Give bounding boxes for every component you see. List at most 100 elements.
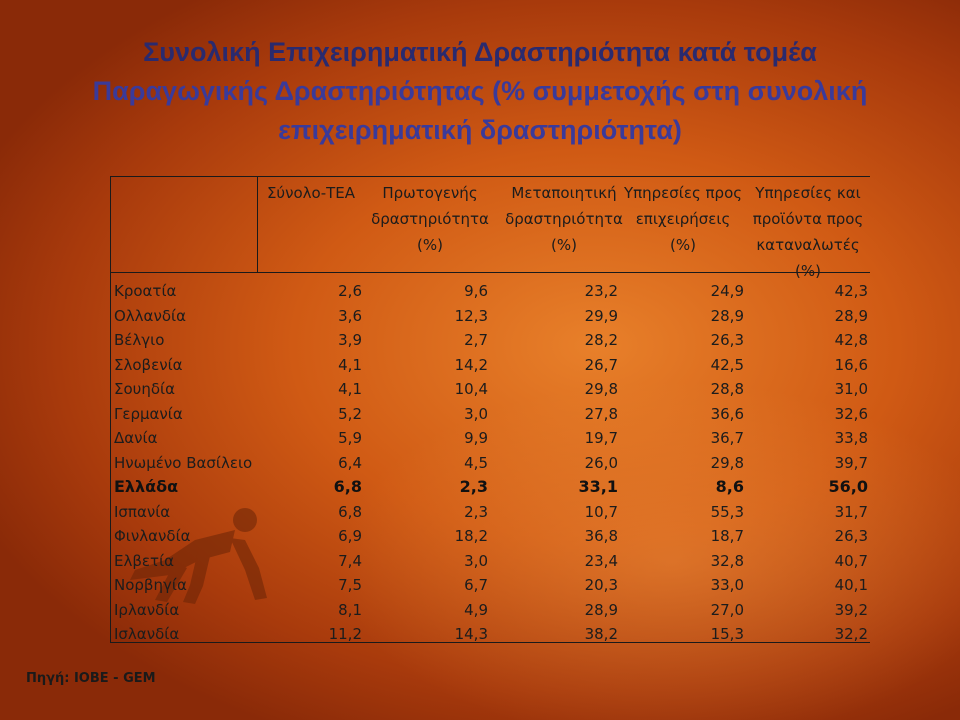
- row-value-cell: 6,4: [338, 453, 362, 472]
- row-value-cell: 55,3: [710, 502, 744, 521]
- row-value-cell: 23,2: [584, 282, 618, 300]
- column-header-consumer-services: Υπηρεσίες και προϊόντα προς καταναλωτές …: [752, 184, 864, 280]
- row-value-cell: 31,0: [834, 380, 868, 398]
- column-header-primary: Πρωτογενής δραστηριότητα (%): [371, 184, 489, 254]
- row-value-cell: 27,8: [584, 404, 618, 423]
- row-value-cell: 39,7: [834, 453, 868, 472]
- row-value-cell: 4,9: [464, 600, 488, 619]
- source-note: Πηγή: ΙΟΒΕ - GEM: [26, 671, 156, 686]
- table-header-divider: [257, 176, 258, 272]
- row-country-label: Νορβηγία: [114, 576, 187, 594]
- row-country-label: Κροατία: [114, 282, 177, 300]
- row-value-cell: 24,9: [710, 282, 744, 300]
- row-value-cell: 32,6: [834, 404, 868, 423]
- row-value-cell: 2,3: [464, 502, 488, 521]
- row-value-cell: 7,5: [338, 576, 362, 594]
- row-value-cell: 3,0: [464, 404, 488, 423]
- title-line-3: επιχειρηματική δραστηριότητα): [278, 115, 682, 145]
- row-country-label: Ολλανδία: [114, 306, 186, 325]
- table-row: Ιρλανδία 8,1 4,9 28,9 27,0 39,2: [110, 598, 870, 622]
- row-value-cell: 36,7: [710, 429, 744, 447]
- row-value-cell: 2,3: [459, 477, 488, 496]
- row-value-cell: 12,3: [454, 306, 488, 325]
- table-row: Ελλάδα 6,8 2,3 33,1 8,6 56,0: [110, 475, 870, 499]
- row-value-cell: 33,0: [710, 576, 744, 594]
- table-row: Ισλανδία 11,2 14,3 38,2 15,3 32,2: [110, 622, 870, 646]
- table-row: Ισπανία 6,8 2,3 10,7 55,3 31,7: [110, 500, 870, 524]
- row-value-cell: 39,2: [834, 600, 868, 619]
- column-header-manufacturing: Μεταποιητική δραστηριότητα (%): [505, 184, 623, 254]
- row-value-cell: 18,7: [710, 527, 744, 545]
- table-bottom-border: [110, 642, 870, 643]
- table-row: Σουηδία 4,1 10,4 29,8 28,8 31,0: [110, 377, 870, 401]
- row-value-cell: 9,9: [464, 429, 488, 447]
- row-value-cell: 10,4: [454, 380, 488, 398]
- row-value-cell: 14,2: [454, 355, 488, 374]
- row-value-cell: 23,4: [584, 551, 618, 570]
- table-row: Νορβηγία 7,5 6,7 20,3 33,0 40,1: [110, 573, 870, 597]
- row-value-cell: 42,8: [834, 331, 868, 349]
- row-value-cell: 31,7: [834, 502, 868, 521]
- sprinter-silhouette-image: [130, 508, 267, 604]
- row-value-cell: 40,7: [834, 551, 868, 570]
- row-value-cell: 33,8: [834, 429, 868, 447]
- row-country-label: Γερμανία: [114, 404, 183, 423]
- row-value-cell: 6,7: [464, 576, 488, 594]
- table-row: Γερμανία 5,2 3,0 27,8 36,6 32,6: [110, 402, 870, 426]
- table-row: Ελβετία 7,4 3,0 23,4 32,8 40,7: [110, 549, 870, 573]
- row-value-cell: 2,6: [338, 282, 362, 300]
- row-country-label: Ισπανία: [114, 502, 171, 521]
- row-value-cell: 8,6: [715, 477, 744, 496]
- row-value-cell: 27,0: [710, 600, 744, 619]
- row-country-label: Ιρλανδία: [114, 600, 180, 619]
- row-country-label: Φινλανδία: [114, 527, 191, 545]
- row-value-cell: 4,5: [464, 453, 488, 472]
- row-value-cell: 29,8: [584, 380, 618, 398]
- row-value-cell: 33,1: [578, 477, 618, 496]
- row-value-cell: 10,7: [584, 502, 618, 521]
- row-value-cell: 32,2: [834, 625, 868, 643]
- row-country-label: Ελλάδα: [114, 477, 179, 496]
- row-value-cell: 26,3: [710, 331, 744, 349]
- row-value-cell: 56,0: [828, 477, 868, 496]
- row-value-cell: 26,0: [584, 453, 618, 472]
- row-country-label: Δανία: [114, 429, 158, 447]
- row-value-cell: 36,8: [584, 527, 618, 545]
- row-country-label: Ισλανδία: [114, 625, 180, 643]
- row-value-cell: 28,2: [584, 331, 618, 349]
- row-value-cell: 16,6: [834, 355, 868, 374]
- row-value-cell: 5,2: [338, 404, 362, 423]
- row-value-cell: 28,9: [710, 306, 744, 325]
- row-value-cell: 20,3: [584, 576, 618, 594]
- slide-title: Συνολική Επιχειρηματική Δραστηριότητα κα…: [20, 33, 940, 150]
- row-value-cell: 28,9: [584, 600, 618, 619]
- row-value-cell: 5,9: [338, 429, 362, 447]
- row-value-cell: 9,6: [464, 282, 488, 300]
- table-header-border: [110, 272, 870, 273]
- title-line-2: Παραγωγικής Δραστηριότητας (% συμμετοχής…: [92, 76, 868, 106]
- row-country-label: Σουηδία: [114, 380, 175, 398]
- row-value-cell: 15,3: [710, 625, 744, 643]
- row-value-cell: 8,1: [338, 600, 362, 619]
- column-header-total-tea: Σύνολο-ΤΕΑ: [266, 184, 356, 202]
- row-value-cell: 11,2: [328, 625, 362, 643]
- table-row: Ηνωμένο Βασίλειο 6,4 4,5 26,0 29,8 39,7: [110, 451, 870, 475]
- row-value-cell: 4,1: [338, 380, 362, 398]
- row-value-cell: 29,9: [584, 306, 618, 325]
- row-value-cell: 28,9: [834, 306, 868, 325]
- data-table: Σύνολο-ΤΕΑ Πρωτογενής δραστηριότητα (%) …: [110, 176, 870, 643]
- row-value-cell: 26,3: [834, 527, 868, 545]
- row-value-cell: 4,1: [338, 355, 362, 374]
- row-value-cell: 42,3: [834, 282, 868, 300]
- title-line-1: Συνολική Επιχειρηματική Δραστηριότητα κα…: [143, 37, 817, 67]
- row-value-cell: 26,7: [584, 355, 618, 374]
- row-value-cell: 6,8: [333, 477, 362, 496]
- row-value-cell: 40,1: [834, 576, 868, 594]
- row-value-cell: 2,7: [464, 331, 488, 349]
- table-row: Φινλανδία 6,9 18,2 36,8 18,7 26,3: [110, 524, 870, 548]
- table-row: Σλοβενία 4,1 14,2 26,7 42,5 16,6: [110, 353, 870, 377]
- row-value-cell: 38,2: [584, 625, 618, 643]
- row-value-cell: 3,0: [464, 551, 488, 570]
- table-top-border: [110, 176, 870, 177]
- table-row: Κροατία 2,6 9,6 23,2 24,9 42,3: [110, 279, 870, 303]
